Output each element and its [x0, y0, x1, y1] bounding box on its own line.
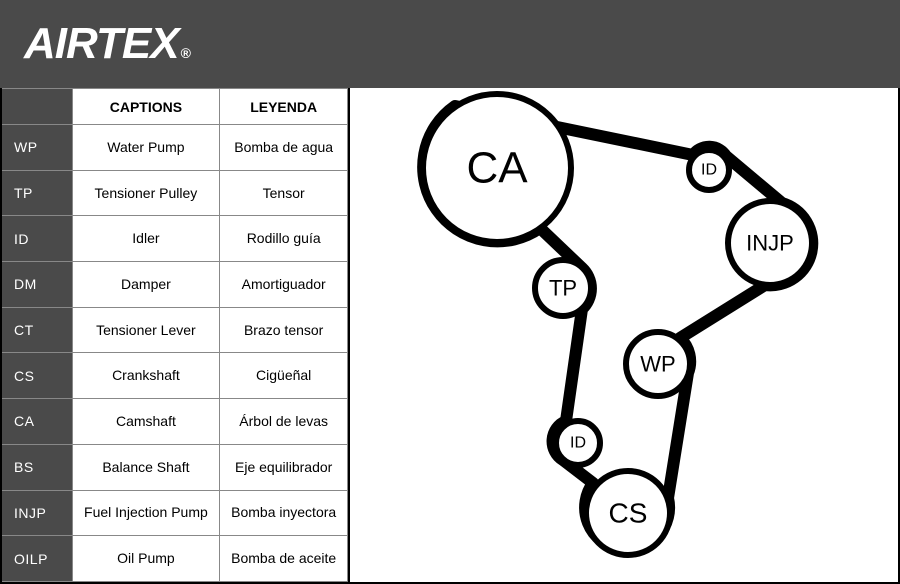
- caption-cell: Oil Pump: [72, 536, 220, 582]
- legend-table: CAPTIONS LEYENDA WPWater PumpBomba de ag…: [2, 88, 348, 582]
- table-row: TPTensioner PulleyTensor: [2, 170, 348, 216]
- table-row: DMDamperAmortiguador: [2, 262, 348, 308]
- pulley-label: CS: [609, 498, 648, 529]
- pulley-tp: TP: [535, 260, 591, 316]
- brand-logo: AIRTEX ®: [24, 19, 190, 69]
- leyenda-cell: Bomba de agua: [220, 125, 348, 171]
- pulley-id1: ID: [689, 150, 729, 190]
- code-cell: INJP: [2, 490, 72, 536]
- code-cell: CS: [2, 353, 72, 399]
- legend-table-wrap: CAPTIONS LEYENDA WPWater PumpBomba de ag…: [0, 88, 350, 584]
- caption-cell: Damper: [72, 262, 220, 308]
- header-blank: [2, 89, 72, 125]
- pulley-wp: WP: [626, 332, 690, 396]
- pulley-injp: INJP: [728, 201, 812, 285]
- code-cell: ID: [2, 216, 72, 262]
- brand-name: AIRTEX: [24, 19, 179, 69]
- code-cell: TP: [2, 170, 72, 216]
- code-cell: WP: [2, 125, 72, 171]
- header-leyenda: LEYENDA: [220, 89, 348, 125]
- caption-cell: Crankshaft: [72, 353, 220, 399]
- belt-svg: CA ID INJP TP WP ID CS: [350, 88, 900, 584]
- code-cell: OILP: [2, 536, 72, 582]
- caption-cell: Tensioner Pulley: [72, 170, 220, 216]
- table-row: CTTensioner LeverBrazo tensor: [2, 307, 348, 353]
- belt-diagram: CA ID INJP TP WP ID CS: [350, 88, 900, 584]
- leyenda-cell: Brazo tensor: [220, 307, 348, 353]
- leyenda-cell: Cigüeñal: [220, 353, 348, 399]
- leyenda-cell: Amortiguador: [220, 262, 348, 308]
- pulley-label: TP: [549, 276, 577, 301]
- table-row: CSCrankshaftCigüeñal: [2, 353, 348, 399]
- code-cell: BS: [2, 444, 72, 490]
- header-captions: CAPTIONS: [72, 89, 220, 125]
- table-row: WPWater PumpBomba de agua: [2, 125, 348, 171]
- pulley-label: ID: [570, 435, 586, 452]
- pulley-cs: CS: [586, 471, 670, 555]
- code-cell: CA: [2, 399, 72, 445]
- table-row: CACamshaftÁrbol de levas: [2, 399, 348, 445]
- table-row: OILPOil PumpBomba de aceite: [2, 536, 348, 582]
- pulley-label: INJP: [746, 231, 794, 256]
- caption-cell: Water Pump: [72, 125, 220, 171]
- caption-cell: Idler: [72, 216, 220, 262]
- leyenda-cell: Bomba inyectora: [220, 490, 348, 536]
- caption-cell: Fuel Injection Pump: [72, 490, 220, 536]
- leyenda-cell: Árbol de levas: [220, 399, 348, 445]
- header-bar: AIRTEX ®: [0, 0, 900, 88]
- leyenda-cell: Rodillo guía: [220, 216, 348, 262]
- table-row: INJPFuel Injection PumpBomba inyectora: [2, 490, 348, 536]
- pulley-ca: CA: [423, 94, 571, 242]
- caption-cell: Tensioner Lever: [72, 307, 220, 353]
- table-row: BSBalance ShaftEje equilibrador: [2, 444, 348, 490]
- leyenda-cell: Tensor: [220, 170, 348, 216]
- content-area: CAPTIONS LEYENDA WPWater PumpBomba de ag…: [0, 88, 900, 584]
- pulley-id2: ID: [556, 421, 600, 465]
- pulley-label: WP: [640, 352, 675, 377]
- caption-cell: Balance Shaft: [72, 444, 220, 490]
- table-row: IDIdlerRodillo guía: [2, 216, 348, 262]
- caption-cell: Camshaft: [72, 399, 220, 445]
- table-header-row: CAPTIONS LEYENDA: [2, 89, 348, 125]
- leyenda-cell: Bomba de aceite: [220, 536, 348, 582]
- code-cell: DM: [2, 262, 72, 308]
- leyenda-cell: Eje equilibrador: [220, 444, 348, 490]
- code-cell: CT: [2, 307, 72, 353]
- pulley-label: ID: [701, 162, 717, 179]
- brand-registered: ®: [181, 45, 190, 61]
- pulley-label: CA: [466, 144, 528, 193]
